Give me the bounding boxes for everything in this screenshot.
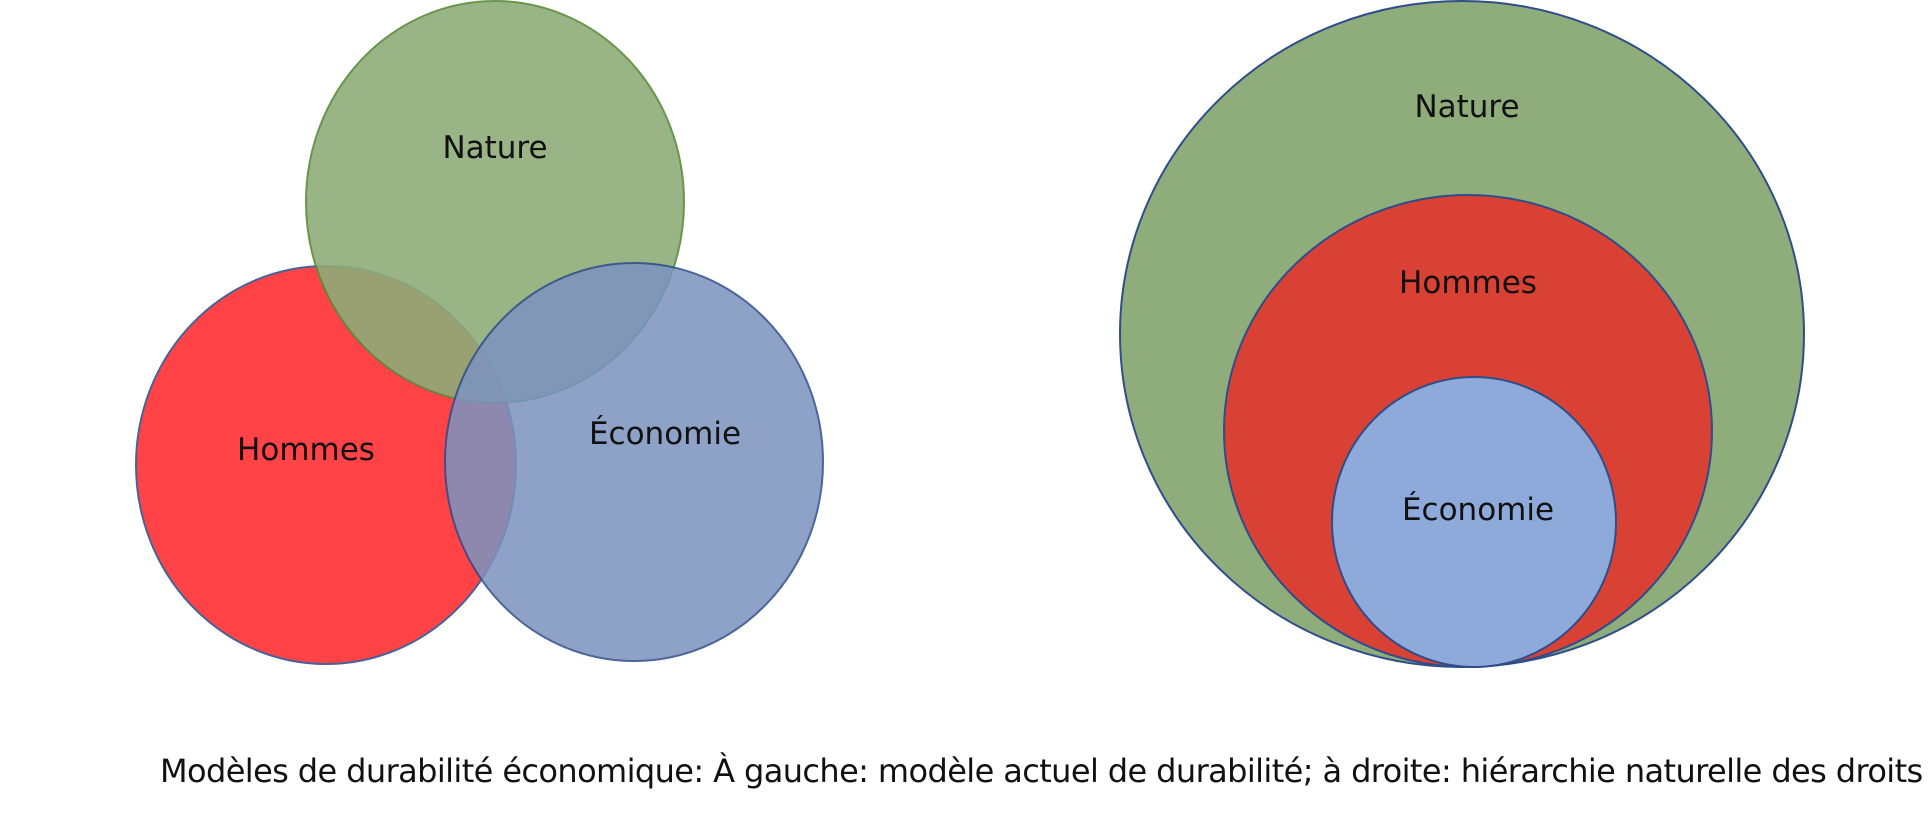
left-venn-model: Nature Hommes Économie [135,0,824,665]
right-economie-label: Économie [1402,492,1554,528]
right-hommes-label: Hommes [1399,265,1537,301]
figure-caption: Modèles de durabilité économique: À gauc… [160,752,1923,790]
left-economie-label: Économie [589,416,741,452]
right-economie-circle [1331,376,1617,668]
right-nature-label: Nature [1414,89,1519,125]
left-hommes-label: Hommes [237,432,375,468]
left-nature-label: Nature [442,130,547,166]
right-nested-model: Nature Hommes Économie [1119,0,1805,668]
left-economie-circle [444,262,824,662]
